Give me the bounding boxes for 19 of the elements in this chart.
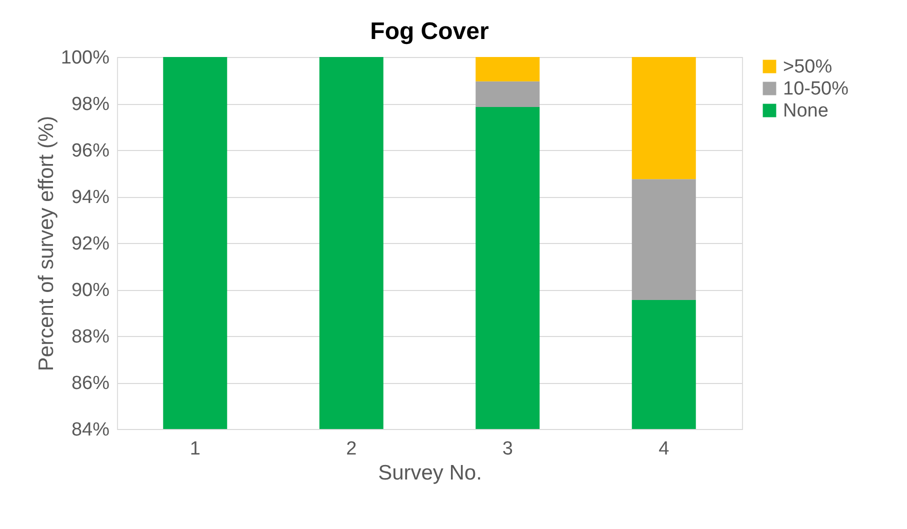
y-tick-label: 98% — [71, 94, 110, 115]
x-tick-label: 3 — [502, 438, 513, 460]
legend-label: None — [783, 100, 828, 122]
y-axis-title: Percent of survey effort (%) — [34, 116, 58, 372]
y-tick-label: 92% — [71, 234, 110, 254]
y-tick-label: 94% — [71, 187, 110, 208]
y-tick-label: 88% — [71, 326, 110, 348]
y-tick-label: 100% — [60, 48, 110, 68]
y-tick-label: 84% — [71, 420, 110, 440]
x-tick-label: 1 — [190, 438, 200, 460]
x-tick-label: 4 — [658, 438, 670, 460]
legend-label: >50% — [783, 56, 832, 78]
x-tick-label: 2 — [346, 438, 357, 460]
y-tick-label: 96% — [71, 140, 110, 162]
x-axis-title: Survey No. — [378, 462, 482, 484]
legend-label: 10-50% — [783, 78, 849, 100]
chart-title: Fog Cover — [370, 18, 489, 45]
y-tick-label: 86% — [71, 373, 110, 394]
y-tick-label: 90% — [71, 280, 110, 301]
